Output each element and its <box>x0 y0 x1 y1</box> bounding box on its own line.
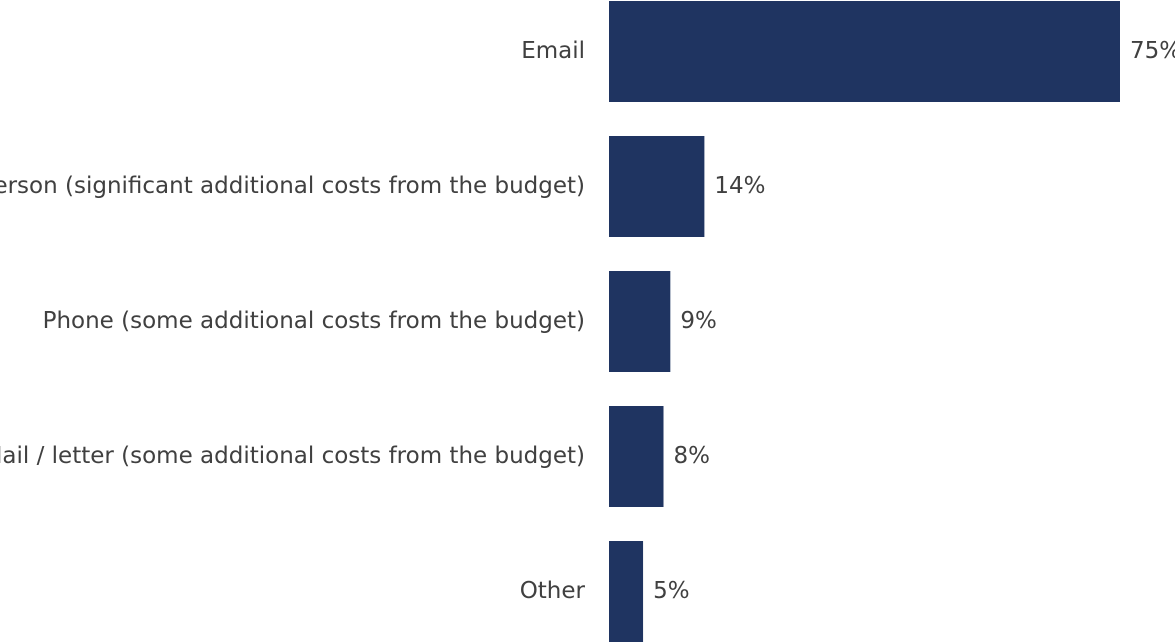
value-label-1: 14% <box>714 173 765 199</box>
category-label-0: Email <box>521 38 585 64</box>
bar-4 <box>609 541 644 642</box>
bar-2 <box>609 271 671 372</box>
value-label-0: 75% <box>1130 38 1175 64</box>
value-label-2: 9% <box>680 308 717 334</box>
value-label-3: 8% <box>674 443 711 469</box>
value-label-4: 5% <box>653 578 690 604</box>
category-label-2: Phone (some additional costs from the bu… <box>43 308 585 334</box>
bar-0 <box>609 1 1120 102</box>
category-label-4: Other <box>520 578 586 604</box>
category-label-3: Mail / letter (some additional costs fro… <box>0 443 585 469</box>
bar-1 <box>609 136 705 237</box>
bar-3 <box>609 406 664 507</box>
category-label-1: In person (significant additional costs … <box>0 173 585 199</box>
